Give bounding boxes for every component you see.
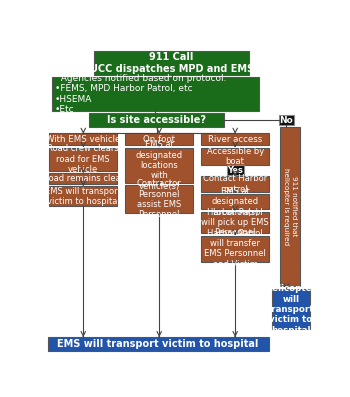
- Text: On foot: On foot: [143, 135, 175, 144]
- Text: Agencies notified based on protocol:
•FEMS, MPD Harbor Patrol, etc
•HSEMA
•Etc: Agencies notified based on protocol: •FE…: [55, 74, 226, 114]
- FancyBboxPatch shape: [125, 133, 193, 145]
- FancyBboxPatch shape: [201, 133, 269, 145]
- Text: 911 Call
UCC dispatches MPD and EMS: 911 Call UCC dispatches MPD and EMS: [90, 52, 254, 74]
- FancyBboxPatch shape: [49, 133, 117, 145]
- Text: Contractor
Personnel
assist EMS
Personnel: Contractor Personnel assist EMS Personne…: [137, 179, 182, 220]
- FancyBboxPatch shape: [227, 166, 244, 175]
- Text: Helicopter
will
transport
victim to
hospital: Helicopter will transport victim to hosp…: [266, 284, 316, 335]
- Text: Harbor Patrol
will transfer
EMS Personnel
and Victim: Harbor Patrol will transfer EMS Personne…: [204, 229, 266, 269]
- FancyBboxPatch shape: [280, 127, 300, 286]
- FancyBboxPatch shape: [49, 148, 117, 171]
- FancyBboxPatch shape: [89, 113, 224, 127]
- FancyBboxPatch shape: [201, 212, 269, 233]
- Text: Road crew clears
road for EMS
vehicle: Road crew clears road for EMS vehicle: [47, 145, 119, 174]
- Text: Yes: Yes: [227, 166, 243, 175]
- FancyBboxPatch shape: [49, 173, 117, 184]
- FancyBboxPatch shape: [201, 148, 269, 165]
- FancyBboxPatch shape: [94, 52, 249, 75]
- FancyBboxPatch shape: [49, 186, 117, 206]
- FancyBboxPatch shape: [125, 148, 193, 183]
- Text: EMS will transport
victim to hospital: EMS will transport victim to hospital: [46, 187, 121, 206]
- FancyBboxPatch shape: [201, 176, 269, 192]
- Text: EMS at
designated
locations
with
vehicle(s): EMS at designated locations with vehicle…: [136, 140, 183, 191]
- Text: No: No: [279, 116, 293, 125]
- Text: Accessible by
boat: Accessible by boat: [206, 146, 264, 166]
- Text: EMS at
designated
Location(s): EMS at designated Location(s): [212, 187, 259, 216]
- Text: Harbor Patrol
will pick up EMS
Personnel: Harbor Patrol will pick up EMS Personnel: [201, 208, 269, 237]
- Text: EMS will transport victim to hospital: EMS will transport victim to hospital: [57, 339, 259, 349]
- Text: Road remains clear: Road remains clear: [43, 174, 124, 183]
- FancyBboxPatch shape: [51, 77, 259, 111]
- FancyBboxPatch shape: [125, 185, 193, 213]
- FancyBboxPatch shape: [48, 337, 268, 351]
- Text: With EMS vehicle: With EMS vehicle: [46, 135, 120, 144]
- FancyBboxPatch shape: [201, 235, 269, 262]
- Text: River access: River access: [208, 135, 262, 144]
- Text: Is site accessible?: Is site accessible?: [107, 115, 206, 125]
- FancyBboxPatch shape: [201, 194, 269, 209]
- Text: 911 notified that
helicopter is required: 911 notified that helicopter is required: [283, 168, 296, 245]
- FancyBboxPatch shape: [279, 115, 294, 125]
- Text: Contact Harbor
patrol: Contact Harbor patrol: [203, 174, 267, 194]
- FancyBboxPatch shape: [272, 289, 309, 330]
